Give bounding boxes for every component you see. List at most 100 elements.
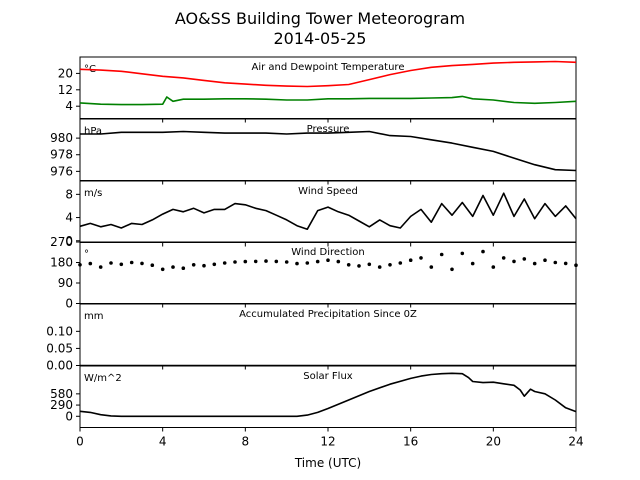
- data-point: [481, 249, 485, 254]
- panel-5: 0.00 0.05 0.10 mm Accumulated Precipitation …: [46, 303, 577, 373]
- x-tick-label: 24: [568, 435, 583, 449]
- panel-title: Wind Speed: [298, 186, 358, 197]
- data-point: [140, 261, 144, 266]
- y-tick-label: 0.05: [46, 341, 73, 355]
- y-tick-label: 976: [50, 164, 73, 178]
- y-tick-label: 0: [65, 409, 73, 423]
- data-point: [78, 263, 82, 267]
- panel-title: Pressure: [307, 124, 350, 135]
- y-tick-label: 290: [50, 398, 73, 412]
- data-point: [336, 259, 341, 264]
- data-point: [553, 260, 558, 265]
- data-point: [512, 259, 516, 264]
- y-tick-label: 270: [50, 235, 73, 249]
- y-tick-label: 8: [65, 187, 73, 201]
- data-point: [491, 265, 496, 269]
- panel-title: Air and Dewpoint Temperature: [252, 62, 405, 73]
- y-tick-label: 980: [50, 131, 73, 145]
- data-point: [109, 261, 113, 265]
- y-tick-label: 0: [65, 234, 73, 248]
- data-point: [171, 265, 175, 269]
- data-point: [326, 258, 330, 263]
- data-point: [460, 251, 465, 256]
- data-point: [367, 262, 372, 267]
- panel-unit: mm: [84, 311, 103, 322]
- x-tick-label: 8: [242, 435, 250, 449]
- data-point: [119, 262, 124, 267]
- panel-unit: W/m^2: [84, 373, 122, 384]
- data-point: [305, 261, 310, 265]
- data-point: [439, 252, 444, 257]
- data-point: [274, 259, 279, 264]
- data-point: [212, 262, 217, 267]
- x-tick-label: 16: [403, 435, 418, 449]
- panel-3: 0 4 8 m/s Wind Speed: [65, 180, 577, 248]
- data-point: [419, 256, 423, 260]
- data-point: [243, 259, 248, 264]
- series-line-1: [80, 130, 577, 172]
- x-tick-label: 0: [76, 435, 84, 449]
- y-tick-label: 0.10: [46, 324, 73, 338]
- y-tick-label: 180: [50, 256, 73, 270]
- data-point: [284, 260, 289, 264]
- data-point: [470, 261, 475, 266]
- data-point: [522, 257, 527, 261]
- data-point: [264, 259, 268, 263]
- series-line-1: [79, 60, 577, 88]
- y-tick-label: 580: [50, 387, 73, 401]
- panel-title: Accumulated Precipitation Since 0Z: [239, 309, 417, 320]
- panel-2: 976 978 980 hPa Pressure: [50, 118, 577, 185]
- data-point: [233, 260, 237, 264]
- data-point: [398, 261, 403, 265]
- data-point: [222, 261, 227, 265]
- data-point: [574, 263, 578, 268]
- x-tick-label: 20: [486, 435, 501, 449]
- data-point: [202, 263, 206, 268]
- data-point: [408, 258, 413, 263]
- x-tick-label: 4: [159, 435, 167, 449]
- data-point: [160, 267, 165, 272]
- y-tick-label: 90: [58, 276, 73, 290]
- y-tick-label: 20: [58, 66, 73, 80]
- panel-title: Wind Direction: [291, 247, 365, 258]
- data-point: [181, 266, 186, 271]
- panel-4: 0 90 180 270 ° Wind Direction: [50, 235, 578, 311]
- data-point: [295, 261, 299, 266]
- figure-subtitle: 2014-05-25: [274, 29, 367, 48]
- data-point: [150, 263, 155, 268]
- data-point: [346, 263, 351, 267]
- data-point: [501, 256, 506, 260]
- data-point: [191, 263, 196, 267]
- panel-unit: hPa: [84, 126, 102, 137]
- data-point: [129, 260, 134, 265]
- series-line-1: [79, 192, 577, 230]
- panel-title: Solar Flux: [303, 371, 353, 382]
- data-point: [543, 258, 547, 263]
- panel-unit: m/s: [84, 188, 102, 199]
- data-point: [253, 259, 258, 264]
- figure-title: AO&SS Building Tower Meteorogram: [175, 9, 465, 28]
- data-point: [98, 265, 103, 269]
- data-point: [563, 261, 568, 266]
- data-point: [450, 267, 454, 272]
- y-tick-label: 0.00: [46, 359, 73, 373]
- data-point: [388, 263, 392, 267]
- y-tick-label: 12: [58, 83, 73, 97]
- series-1: [78, 249, 578, 272]
- series-line-2: [79, 95, 577, 106]
- x-axis-label: Time (UTC): [294, 456, 361, 470]
- y-tick-label: 978: [50, 148, 73, 162]
- data-point: [532, 261, 537, 266]
- series-line-1: [79, 372, 577, 418]
- data-point: [429, 265, 434, 269]
- y-tick-label: 4: [65, 211, 73, 225]
- data-point: [315, 259, 320, 264]
- data-point: [357, 264, 361, 268]
- x-tick-label: 12: [320, 435, 335, 449]
- data-point: [377, 265, 382, 269]
- y-tick-label: 0: [65, 297, 73, 311]
